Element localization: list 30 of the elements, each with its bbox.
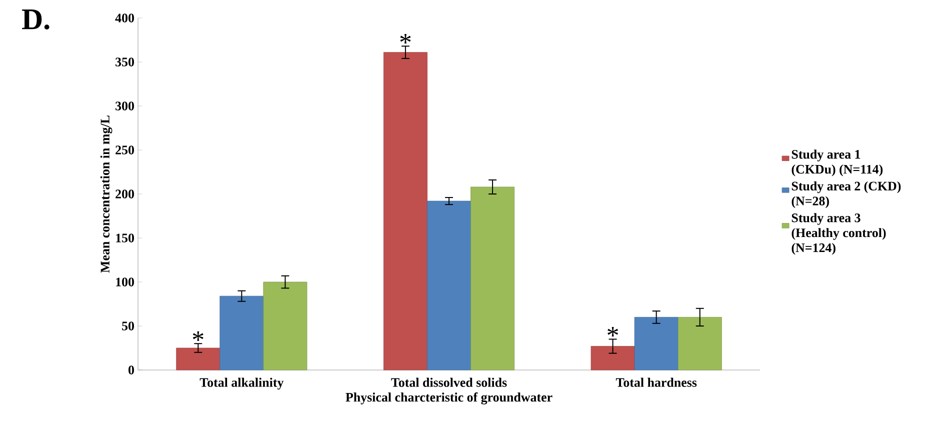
legend-label: Study area 1 (CKDu) (N=114) <box>792 150 883 176</box>
annotation: * <box>608 327 618 337</box>
bar <box>634 317 678 370</box>
x-axis-title: Physical charcteristic of groundwater <box>346 392 552 404</box>
y-tick-label: 300 <box>116 102 134 110</box>
bar <box>176 348 220 370</box>
y-tick-label: 0 <box>128 366 134 374</box>
bar <box>427 200 471 370</box>
legend-label: Study area 3 (Healthy control) (N=124) <box>792 213 886 255</box>
y-tick-label: 150 <box>116 234 134 242</box>
annotation: * <box>192 331 204 341</box>
bar <box>590 346 635 370</box>
bar <box>470 186 515 370</box>
bar <box>383 52 428 370</box>
bar <box>263 282 308 370</box>
text: D. <box>22 10 50 30</box>
bar <box>678 317 722 370</box>
legend-label: Study area 2 (CKD) (N=28) <box>792 181 901 208</box>
y-axis-title: Mean concentration in mg/L <box>100 116 112 273</box>
x-tick-label: Total alkalinity <box>200 378 284 390</box>
y-tick-label: 400 <box>115 14 134 22</box>
x-tick-label: Total dissolved solids <box>391 378 507 387</box>
bar <box>220 296 264 370</box>
x-tick-label: Total hardness <box>616 378 697 387</box>
y-tick-label: 50 <box>122 322 134 330</box>
y-tick-label: 200 <box>116 190 134 198</box>
y-tick-label: 100 <box>116 278 134 286</box>
y-tick-label: 250 <box>116 146 134 154</box>
annotation: * <box>400 34 411 44</box>
y-tick-label: 350 <box>116 58 134 66</box>
